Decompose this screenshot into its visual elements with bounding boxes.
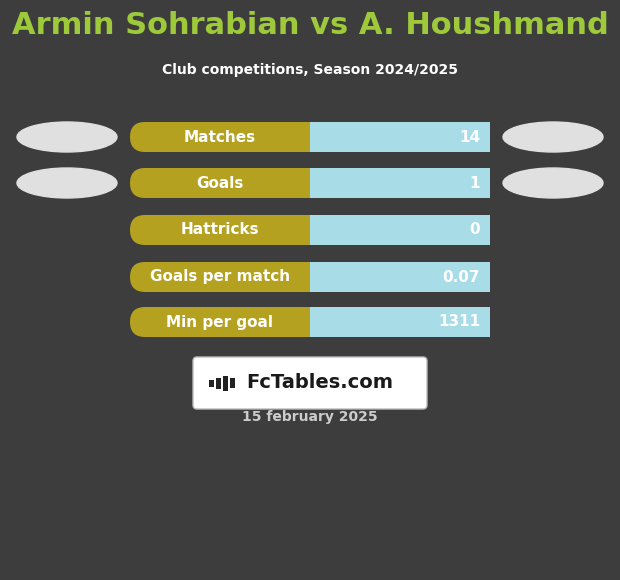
Ellipse shape <box>17 122 117 152</box>
Bar <box>310 262 490 292</box>
FancyBboxPatch shape <box>130 307 490 337</box>
FancyBboxPatch shape <box>310 122 490 152</box>
Ellipse shape <box>503 168 603 198</box>
Bar <box>216 378 221 389</box>
Text: FcTables.com: FcTables.com <box>247 374 394 393</box>
Text: 1: 1 <box>469 176 480 190</box>
Text: 15 february 2025: 15 february 2025 <box>242 410 378 424</box>
FancyBboxPatch shape <box>130 262 490 292</box>
Bar <box>310 307 490 337</box>
FancyBboxPatch shape <box>310 262 490 292</box>
Bar <box>310 122 490 152</box>
Text: Matches: Matches <box>184 129 256 144</box>
Text: Min per goal: Min per goal <box>167 314 273 329</box>
Text: Club competitions, Season 2024/2025: Club competitions, Season 2024/2025 <box>162 63 458 77</box>
FancyBboxPatch shape <box>310 215 490 245</box>
Bar <box>223 375 228 390</box>
Bar <box>310 215 490 245</box>
FancyBboxPatch shape <box>310 168 490 198</box>
Text: Armin Sohrabian vs A. Houshmand: Armin Sohrabian vs A. Houshmand <box>12 10 608 39</box>
Text: 1311: 1311 <box>438 314 480 329</box>
FancyBboxPatch shape <box>193 357 427 409</box>
Text: 0.07: 0.07 <box>443 270 480 285</box>
Ellipse shape <box>17 168 117 198</box>
Text: 0: 0 <box>469 223 480 237</box>
Text: 14: 14 <box>459 129 480 144</box>
Text: Goals per match: Goals per match <box>150 270 290 285</box>
Ellipse shape <box>503 122 603 152</box>
FancyBboxPatch shape <box>130 168 490 198</box>
Bar <box>209 379 214 386</box>
FancyBboxPatch shape <box>130 215 490 245</box>
Bar <box>310 168 490 198</box>
FancyBboxPatch shape <box>310 307 490 337</box>
Text: Goals: Goals <box>197 176 244 190</box>
FancyBboxPatch shape <box>130 122 490 152</box>
Text: Hattricks: Hattricks <box>180 223 259 237</box>
Bar <box>230 378 235 388</box>
